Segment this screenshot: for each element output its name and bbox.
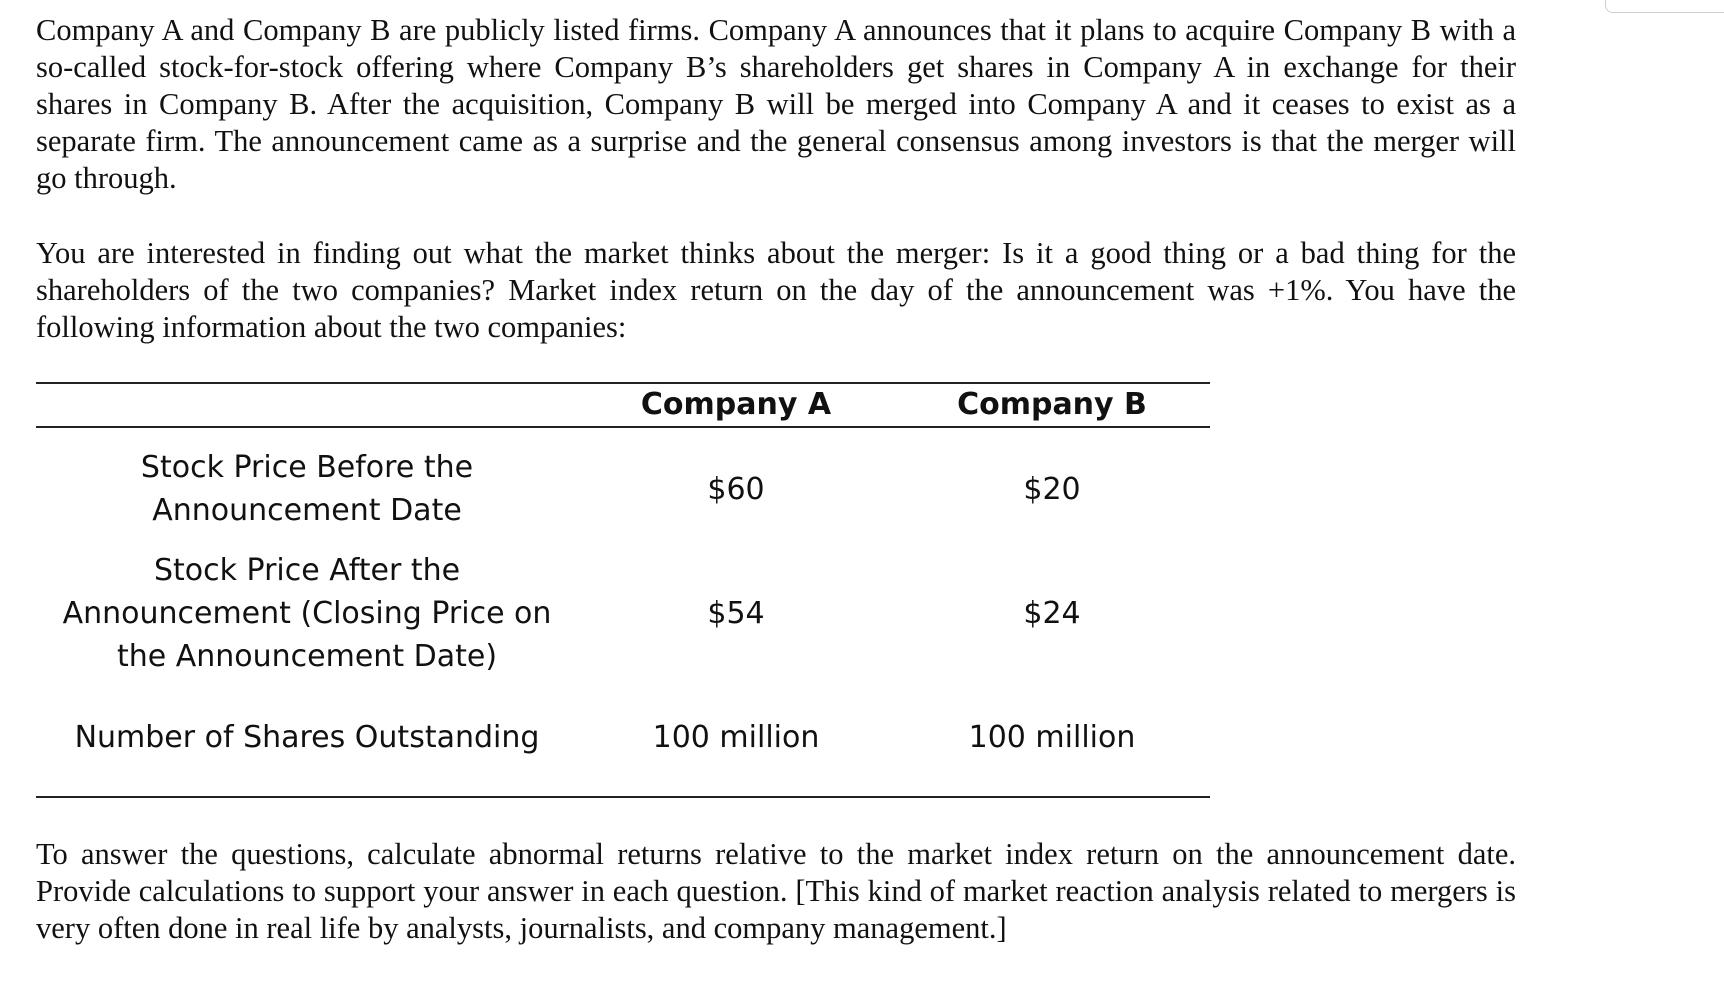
cell-company-a-price-after: $54	[707, 596, 765, 631]
row-label-price-before: Stock Price Before the Announcement Date	[140, 450, 474, 528]
intro-paragraph: Company A and Company B are publicly lis…	[36, 13, 1516, 195]
table-bottom-rule	[36, 796, 1210, 798]
instructions-paragraph: To answer the questions, calculate abnor…	[36, 837, 1516, 945]
row-label-price-after: Stock Price After the Announcement (Clos…	[62, 553, 552, 674]
row-label-shares-outstanding: Number of Shares Outstanding	[74, 720, 540, 755]
table-top-rule	[36, 382, 1210, 384]
header-company-a: Company A	[640, 387, 832, 422]
cell-company-b-price-after: $24	[1023, 596, 1081, 631]
question-paragraph: You are interested in finding out what t…	[36, 236, 1516, 344]
corner-tab	[1605, 0, 1724, 13]
header-company-b: Company B	[957, 387, 1147, 422]
table-header-rule	[36, 426, 1210, 428]
cell-company-a-shares: 100 million	[652, 720, 820, 755]
cell-company-a-price-before: $60	[707, 472, 765, 507]
cell-company-b-shares: 100 million	[968, 720, 1136, 755]
cell-company-b-price-before: $20	[1023, 472, 1081, 507]
